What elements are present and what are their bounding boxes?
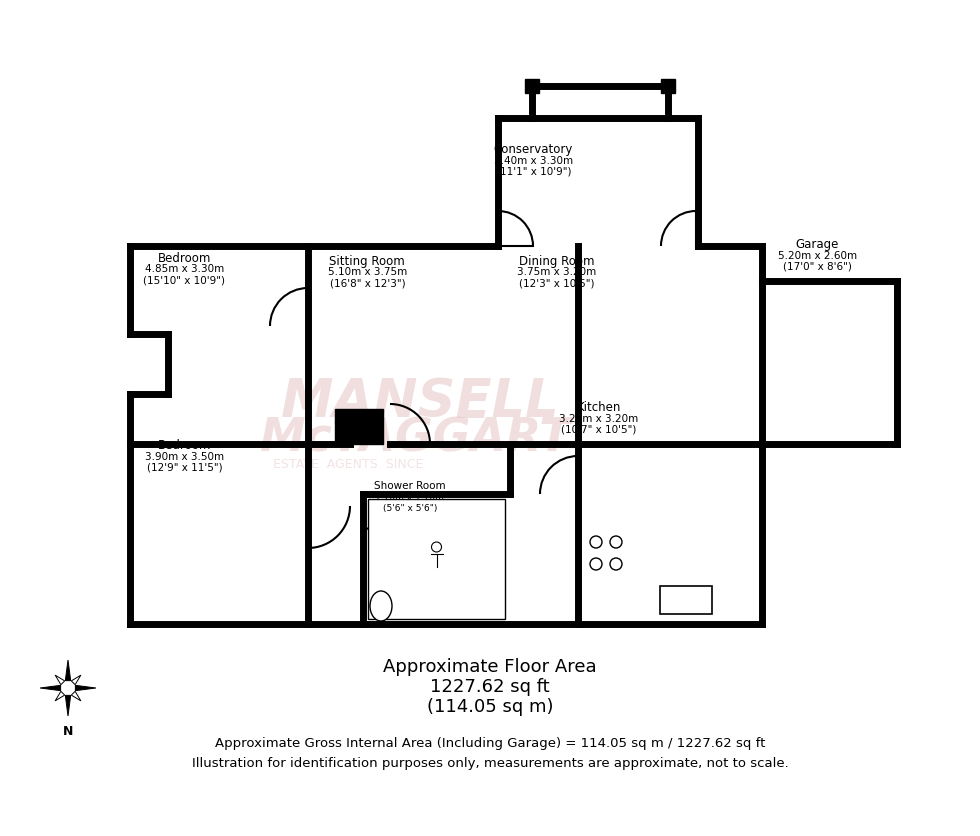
Polygon shape — [55, 675, 65, 685]
Circle shape — [610, 558, 622, 570]
Text: (12'3" x 10'5"): (12'3" x 10'5") — [518, 278, 594, 288]
Bar — [335, 410, 383, 445]
Text: Garage: Garage — [796, 238, 839, 251]
Ellipse shape — [370, 591, 392, 621]
Polygon shape — [75, 686, 96, 691]
Text: 5.10m x 3.75m: 5.10m x 3.75m — [327, 267, 407, 277]
Polygon shape — [72, 675, 81, 685]
Text: 3.25m x 3.20m: 3.25m x 3.20m — [560, 413, 639, 423]
Circle shape — [590, 558, 602, 570]
Text: 4.85m x 3.30m: 4.85m x 3.30m — [145, 264, 224, 274]
Text: Illustration for identification purposes only, measurements are approximate, not: Illustration for identification purposes… — [192, 757, 788, 770]
Text: (11'1" x 10'9"): (11'1" x 10'9") — [496, 166, 571, 176]
Text: (10'7" x 10'5"): (10'7" x 10'5") — [562, 424, 637, 434]
Bar — [660, 586, 712, 614]
Bar — [661, 80, 675, 94]
Circle shape — [431, 543, 442, 553]
Bar — [525, 80, 539, 94]
Text: (16'8" x 12'3"): (16'8" x 12'3") — [329, 278, 405, 288]
Text: Conservatory: Conservatory — [494, 143, 573, 156]
Text: 1.70m x 1.70m: 1.70m x 1.70m — [375, 492, 444, 502]
Text: (15'10" x 10'9"): (15'10" x 10'9") — [143, 275, 225, 285]
Polygon shape — [66, 696, 71, 716]
Text: (17'0" x 8'6"): (17'0" x 8'6") — [783, 262, 852, 272]
Text: Sitting Room: Sitting Room — [329, 254, 405, 268]
Circle shape — [610, 537, 622, 548]
Text: McTAGGART: McTAGGART — [260, 416, 570, 461]
Text: 3.40m x 3.30m: 3.40m x 3.30m — [494, 155, 573, 166]
Bar — [532, 87, 668, 119]
Text: N: N — [63, 724, 74, 737]
Text: Approximate Floor Area: Approximate Floor Area — [383, 657, 597, 675]
Text: 1227.62 sq ft: 1227.62 sq ft — [430, 677, 550, 696]
Text: 3.90m x 3.50m: 3.90m x 3.50m — [145, 451, 223, 461]
Bar — [130, 247, 762, 624]
Text: MANSELL: MANSELL — [280, 375, 560, 427]
Text: ESTATE  AGENTS  SINCE: ESTATE AGENTS SINCE — [272, 458, 423, 471]
Text: Bedroom: Bedroom — [158, 252, 211, 264]
Text: Bedroom: Bedroom — [158, 439, 211, 451]
Text: (12'9" x 11'5"): (12'9" x 11'5") — [147, 462, 222, 472]
Text: 3.75m x 3.20m: 3.75m x 3.20m — [516, 267, 596, 277]
Polygon shape — [40, 686, 61, 691]
Text: Kitchen: Kitchen — [577, 400, 621, 414]
Polygon shape — [55, 691, 65, 701]
Text: Shower Room: Shower Room — [374, 481, 446, 491]
Bar — [762, 282, 897, 445]
Polygon shape — [72, 691, 81, 701]
Text: Dining Room: Dining Room — [518, 254, 594, 268]
Polygon shape — [66, 660, 71, 681]
Text: Approximate Gross Internal Area (Including Garage) = 114.05 sq m / 1227.62 sq ft: Approximate Gross Internal Area (Includi… — [215, 737, 765, 750]
Circle shape — [590, 537, 602, 548]
Bar — [498, 119, 698, 247]
Text: 5.20m x 2.60m: 5.20m x 2.60m — [778, 251, 857, 261]
Text: (5'6" x 5'6"): (5'6" x 5'6") — [382, 503, 437, 512]
Bar — [368, 499, 505, 619]
Text: (114.05 sq m): (114.05 sq m) — [426, 697, 554, 715]
